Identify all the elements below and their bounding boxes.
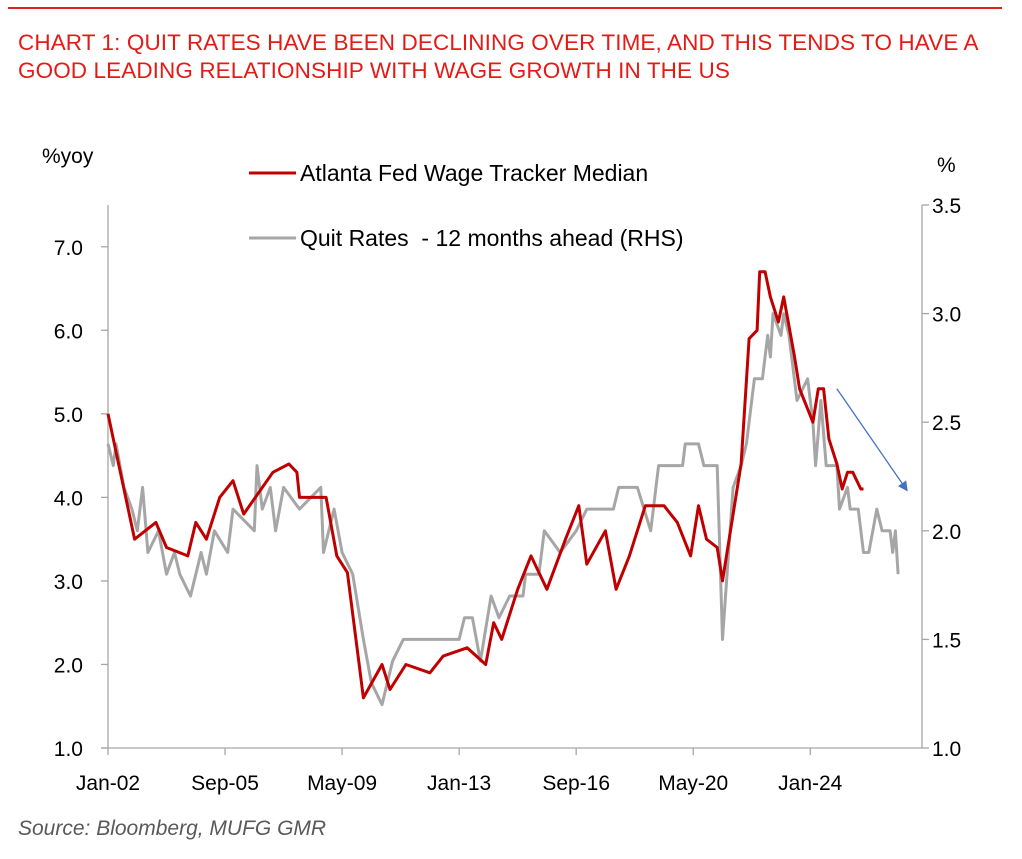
chart-title: CHART 1: QUIT RATES HAVE BEEN DECLINING …	[18, 30, 978, 83]
y-left-tick-label: 4.0	[54, 487, 83, 510]
y-axis-left-label: %yoy	[42, 145, 94, 168]
y-right-tick-label: 2.0	[932, 521, 961, 544]
y-right-tick-label: 1.5	[932, 629, 961, 652]
x-tick-label: Jan-24	[778, 772, 843, 795]
x-tick-label: Jan-02	[76, 772, 140, 795]
legend-label-wage-tracker: Atlanta Fed Wage Tracker Median	[300, 160, 648, 186]
y-left-tick-label: 6.0	[54, 320, 83, 343]
x-tick-label: Sep-05	[191, 772, 259, 795]
x-tick-label: May-20	[658, 772, 728, 795]
y-left-tick-label: 5.0	[54, 404, 83, 427]
y-left-tick-label: 1.0	[54, 738, 83, 761]
y-left-tick-label: 3.0	[54, 571, 83, 594]
y-right-tick-label: 1.0	[932, 738, 961, 761]
x-tick-label: Sep-16	[542, 772, 610, 795]
x-tick-label: Jan-13	[427, 772, 491, 795]
top-rule	[8, 7, 1002, 9]
y-right-tick-label: 3.0	[932, 304, 961, 327]
series-line-wage-tracker	[106, 270, 864, 700]
source-note: Source: Bloomberg, MUFG GMR	[18, 817, 327, 840]
legend-label-quit-rates: Quit Rates - 12 months ahead (RHS)	[300, 225, 684, 251]
y-right-tick-label: 2.5	[932, 412, 961, 435]
series-line-quit-rates	[106, 312, 900, 707]
x-tick-label: May-09	[307, 772, 377, 795]
trend-arrow-annotation	[836, 388, 908, 492]
y-right-tick-label: 3.5	[932, 195, 961, 218]
y-left-tick-label: 2.0	[54, 654, 83, 677]
y-left-tick-label: 7.0	[54, 237, 83, 260]
y-axis-right-label: %	[937, 154, 956, 177]
